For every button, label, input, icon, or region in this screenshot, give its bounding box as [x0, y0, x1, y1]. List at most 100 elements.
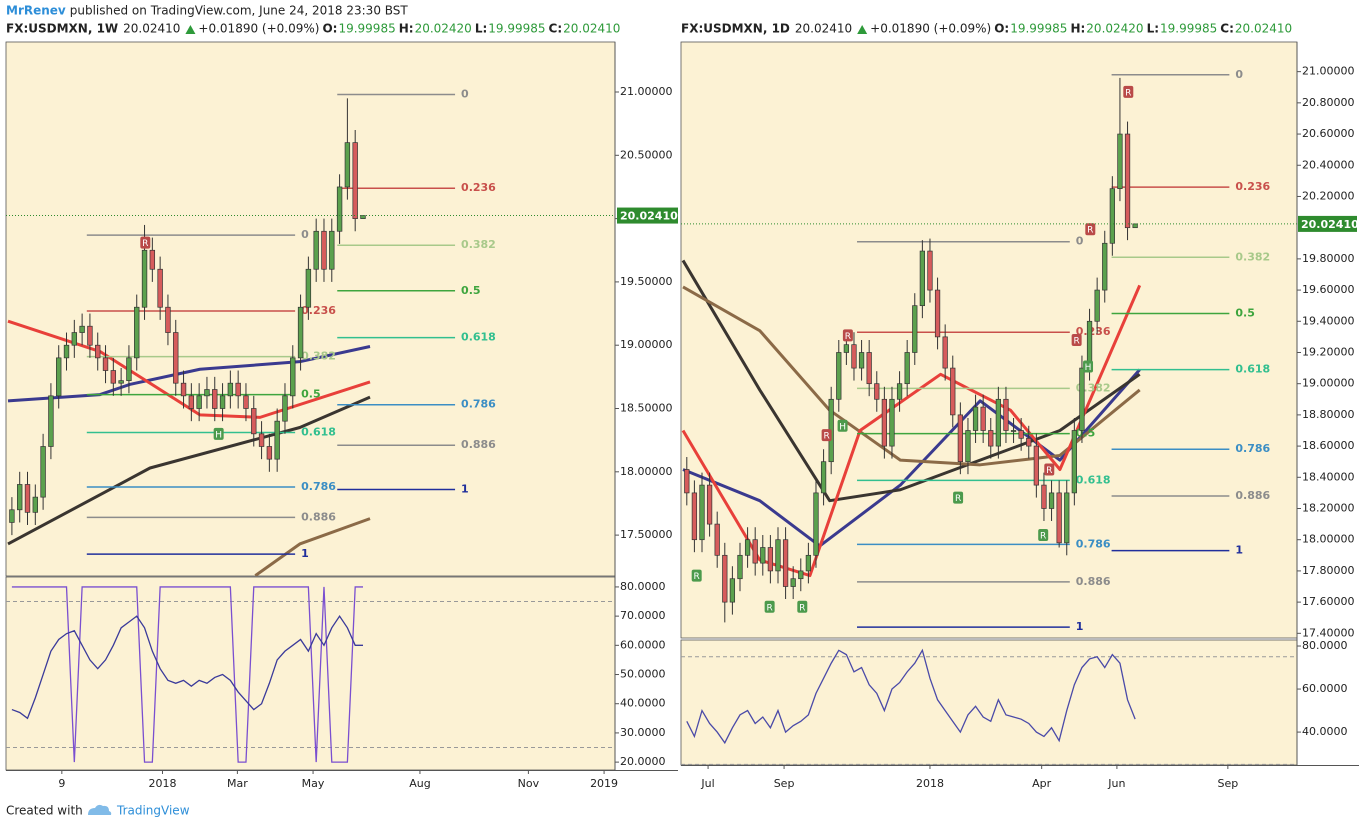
legend-label: C:: [1220, 22, 1234, 36]
y-tick-label: 30.0000: [620, 726, 666, 739]
candle-body: [1132, 223, 1138, 229]
y-tick-label: 40.0000: [1302, 725, 1348, 738]
signal-letter: R: [694, 572, 700, 582]
candle-body: [767, 547, 774, 572]
candle-body: [87, 325, 93, 346]
candle-body: [141, 249, 148, 308]
candle-body: [290, 357, 296, 397]
y-tick-label: 20.80000: [1302, 96, 1355, 109]
candle-body: [165, 306, 171, 333]
candle-body: [1094, 289, 1100, 322]
y-tick-label: 60.0000: [620, 638, 666, 651]
y-tick-label: 18.20000: [1302, 502, 1355, 515]
candle-body: [836, 352, 842, 400]
fib-label: 0.786: [1235, 442, 1270, 455]
candle-body: [48, 395, 54, 447]
fib-label: 0.236: [1076, 325, 1111, 338]
candle-body: [775, 539, 781, 572]
symbol-title: FX:USDMXN, 1D: [681, 22, 790, 36]
x-tick-label: Sep: [774, 777, 795, 790]
candle-body: [258, 433, 265, 447]
y-tick-label: 18.50000: [620, 402, 673, 415]
candle-body: [896, 383, 903, 400]
signal-letter: R: [1125, 88, 1131, 98]
y-tick-label: 21.00000: [1302, 65, 1355, 78]
legend-label: H:: [399, 22, 414, 36]
candle-body: [1048, 492, 1055, 509]
candle-body: [1117, 133, 1123, 190]
legend-change: +0.01890 (+0.09%): [198, 22, 319, 36]
signal-letter: R: [142, 239, 148, 249]
moving-average: [254, 517, 371, 576]
candle-body: [243, 395, 249, 409]
signal-marker: [953, 491, 964, 504]
candle-body: [212, 389, 218, 409]
candle-body: [927, 250, 933, 291]
candle-body: [782, 539, 789, 587]
x-tick-label: Aug: [409, 777, 430, 790]
candle-body: [227, 382, 234, 397]
fib-label: 0.382: [1235, 250, 1270, 263]
up-arrow: [857, 25, 868, 34]
y-tick-label: 20.0000: [620, 755, 666, 768]
moving-average: [7, 319, 371, 419]
fib-label: 0.382: [301, 350, 336, 363]
brand[interactable]: TradingView: [116, 804, 190, 818]
signal-letter: H: [215, 430, 222, 440]
fib-label: 0.618: [1235, 363, 1270, 376]
candle-body: [714, 523, 720, 556]
candle-body: [274, 420, 280, 460]
candle-body: [344, 142, 351, 188]
candle-body: [329, 230, 335, 270]
signal-marker: [1123, 85, 1134, 98]
candle-body: [851, 344, 857, 369]
candle-body: [972, 406, 979, 431]
fib-label: 0.886: [461, 438, 496, 451]
candle-body: [1079, 367, 1085, 431]
candle-body: [1102, 242, 1108, 291]
candle-body: [691, 492, 698, 541]
candle-body: [1026, 437, 1032, 447]
fib-label: 1: [461, 483, 469, 496]
candle-body: [126, 357, 132, 382]
y-tick-label: 70.0000: [620, 609, 666, 622]
fib-label: 0.618: [1076, 473, 1111, 486]
fib-label: 0.618: [461, 331, 496, 344]
candle-body: [235, 382, 241, 397]
candle-body: [1018, 430, 1024, 439]
candle-body: [881, 398, 888, 447]
fib-label: 0: [461, 88, 469, 101]
signal-marker: [842, 329, 853, 342]
candle-body: [1056, 492, 1062, 544]
y-tick-label: 17.40000: [1302, 626, 1355, 639]
logo: [88, 804, 112, 815]
candle-body: [1033, 445, 1039, 486]
y-tick-label: 50.0000: [620, 668, 666, 681]
y-tick-label: 80.0000: [620, 580, 666, 593]
legend-change: +0.01890 (+0.09%): [870, 22, 991, 36]
candle-body: [149, 249, 156, 270]
candle-body: [24, 484, 31, 513]
signal-marker: [213, 427, 224, 440]
candle-body: [744, 539, 751, 556]
candle-body: [305, 268, 312, 308]
x-tick-label: Jun: [1107, 777, 1125, 790]
candle-body: [752, 539, 758, 564]
signal-letter: R: [1087, 226, 1093, 236]
candle-body: [40, 446, 46, 498]
oscillator-line: [11, 586, 363, 763]
x-tick-label: May: [302, 777, 325, 790]
fib-label: 0.5: [1076, 427, 1096, 440]
y-tick-label: 17.50000: [620, 528, 673, 541]
fib-label: 0.786: [301, 480, 336, 493]
candle-body: [204, 389, 210, 397]
candle-body: [188, 395, 195, 409]
x-tick-label: 2018: [148, 777, 176, 790]
candle-body: [820, 461, 827, 494]
y-tick-label: 17.60000: [1302, 595, 1355, 608]
legend-label: O:: [322, 22, 337, 36]
candle-body: [173, 332, 179, 384]
legend-label: H:: [1070, 22, 1085, 36]
author[interactable]: MrRenev: [6, 4, 66, 18]
y-tick-label: 19.60000: [1302, 283, 1355, 296]
